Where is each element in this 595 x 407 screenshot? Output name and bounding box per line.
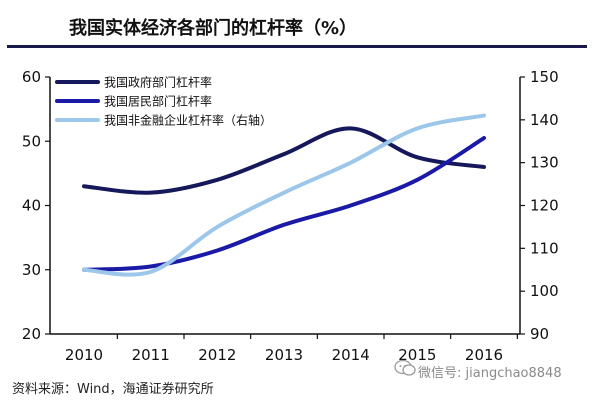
right-axis-ticks: 90 100 110 120 130 140 150: [520, 68, 559, 343]
series-line-household: [82, 136, 486, 272]
watermark: 微信号: jiangchao8848: [418, 366, 562, 381]
left-axis-ticks: 20 30 40 50 60: [22, 68, 50, 343]
right-tick-label: 140: [530, 111, 559, 129]
x-tick-label: 2010: [65, 346, 103, 364]
x-tick-label: 2013: [265, 346, 303, 364]
left-tick-label: 50: [22, 132, 41, 150]
right-tick-label: 110: [530, 239, 559, 257]
right-tick-label: 100: [530, 282, 559, 300]
chart-title: 我国实体经济各部门的杠杆率（%）: [69, 18, 358, 39]
x-axis-ticks: 2010 2011 2012 2013 2014 2015 2016: [65, 334, 518, 364]
left-tick-label: 40: [22, 197, 41, 215]
left-tick-label: 20: [22, 325, 41, 343]
x-tick-label: 2011: [132, 346, 170, 364]
series-line-government: [82, 126, 486, 195]
x-tick-label: 2016: [465, 346, 503, 364]
legend-label: 我国政府部门杠杆率: [104, 75, 212, 90]
right-tick-label: 150: [530, 68, 559, 86]
legend-label: 我国居民部门杠杆率: [104, 94, 212, 109]
legend-label: 我国非金融企业杠杆率（右轴）: [104, 113, 272, 128]
wechat-icon: [394, 359, 416, 376]
source-note: 资料来源：Wind，海通证券研究所: [12, 382, 214, 397]
right-tick-label: 90: [530, 325, 549, 343]
x-tick-label: 2012: [198, 346, 236, 364]
series-lines: [82, 113, 486, 277]
x-tick-label: 2015: [398, 346, 436, 364]
series-line-corporate: [82, 113, 486, 277]
left-tick-label: 30: [22, 261, 41, 279]
left-tick-label: 60: [22, 68, 41, 86]
right-tick-label: 130: [530, 154, 559, 172]
x-tick-label: 2014: [332, 346, 370, 364]
title-bar: 我国实体经济各部门的杠杆率（%）: [7, 8, 587, 48]
right-tick-label: 120: [530, 197, 559, 215]
